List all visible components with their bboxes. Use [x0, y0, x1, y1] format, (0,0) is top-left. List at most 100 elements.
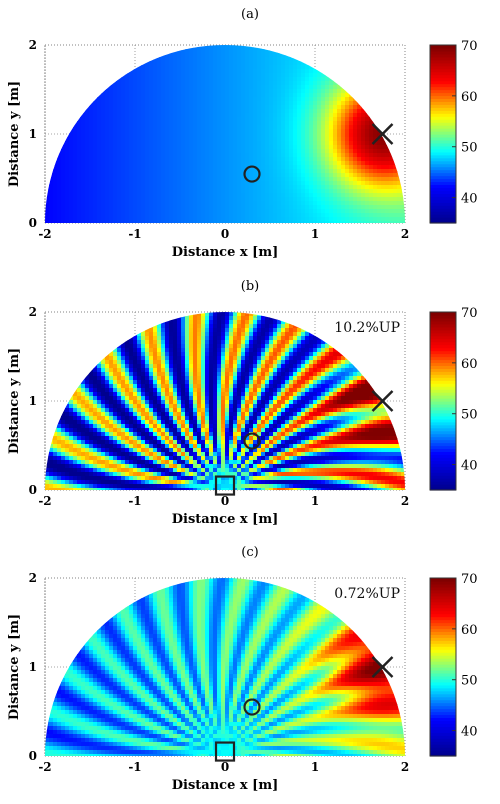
heatmap-cell [129, 197, 134, 202]
heatmap-cell [261, 89, 266, 94]
heatmap-cell [85, 169, 90, 174]
heatmap-cell [185, 181, 190, 186]
heatmap-cell [105, 125, 110, 130]
heatmap-cell [117, 93, 122, 98]
heatmap-cell [113, 364, 118, 369]
heatmap-cell [289, 77, 294, 82]
heatmap-cell [105, 109, 110, 114]
heatmap-cell [233, 61, 238, 66]
heatmap-cell [185, 137, 190, 142]
heatmap-cell [293, 117, 298, 122]
heatmap-cell [89, 444, 94, 449]
heatmap-cell [193, 113, 198, 118]
heatmap-cell [293, 153, 298, 158]
heatmap-cell [85, 388, 90, 393]
heatmap-cell [257, 161, 262, 166]
heatmap-cell [333, 129, 338, 134]
heatmap-cell [65, 420, 70, 425]
heatmap-cell [133, 121, 138, 126]
heatmap-cell [157, 141, 162, 146]
heatmap-cell [321, 109, 326, 114]
heatmap-cell [77, 149, 82, 154]
heatmap-cell [321, 117, 326, 122]
heatmap-cell [165, 105, 170, 110]
heatmap-cell [389, 205, 394, 210]
heatmap-cell [85, 400, 90, 405]
heatmap-cell [205, 93, 210, 98]
heatmap-cell [293, 133, 298, 138]
heatmap-cell [253, 125, 258, 130]
heatmap-cell [289, 181, 294, 186]
heatmap-cell [53, 181, 58, 186]
heatmap-cell [341, 165, 346, 170]
heatmap-cell [345, 193, 350, 198]
heatmap-cell [53, 221, 58, 226]
heatmap-cell [393, 181, 398, 186]
heatmap-cell [105, 428, 110, 433]
heatmap-cell [357, 161, 362, 166]
heatmap-cell [137, 185, 142, 190]
heatmap-cell [349, 145, 354, 150]
heatmap-cell [213, 117, 218, 122]
heatmap-cell [257, 61, 262, 66]
heatmap-cell [189, 121, 194, 126]
heatmap-cell [101, 448, 106, 453]
heatmap-cell [225, 189, 230, 194]
heatmap-cell [217, 201, 222, 206]
heatmap-cell [149, 161, 154, 166]
heatmap-cell [369, 129, 374, 134]
heatmap-cell [81, 484, 86, 489]
heatmap-cell [93, 185, 98, 190]
heatmap-cell [357, 189, 362, 194]
heatmap-cell [81, 213, 86, 218]
heatmap-cell [157, 205, 162, 210]
heatmap-cell [261, 113, 266, 118]
heatmap-cell [373, 177, 378, 182]
heatmap-cell [193, 197, 198, 202]
heatmap-cell [333, 193, 338, 198]
heatmap-cell [109, 448, 114, 453]
heatmap-cell [217, 145, 222, 150]
heatmap-cell [273, 133, 278, 138]
heatmap-cell [249, 65, 254, 70]
heatmap-cell [273, 201, 278, 206]
heatmap-cell [77, 436, 82, 441]
heatmap-cell [201, 93, 206, 98]
heatmap-cell [117, 424, 122, 429]
heatmap-cell [257, 97, 262, 102]
heatmap-cell [97, 201, 102, 206]
heatmap-cell [273, 113, 278, 118]
heatmap-cell [229, 189, 234, 194]
heatmap-cell [241, 49, 246, 54]
heatmap-cell [325, 81, 330, 86]
heatmap-cell [249, 73, 254, 78]
heatmap-cell [109, 101, 114, 106]
heatmap-cell [105, 384, 110, 389]
heatmap-cell [253, 197, 258, 202]
heatmap-cell [257, 193, 262, 198]
heatmap-cell [341, 161, 346, 166]
heatmap-cell [253, 145, 258, 150]
heatmap-cell [85, 432, 90, 437]
heatmap-cell [113, 193, 118, 198]
heatmap-cell [337, 189, 342, 194]
heatmap-cell [265, 189, 270, 194]
heatmap-cell [165, 141, 170, 146]
heatmap-cell [101, 416, 106, 421]
heatmap-cell [265, 157, 270, 162]
heatmap-cell [357, 213, 362, 218]
heatmap-cell [81, 145, 86, 150]
heatmap-cell [317, 177, 322, 182]
heatmap-cell [113, 352, 118, 357]
heatmap-cell [113, 113, 118, 118]
heatmap-cell [225, 153, 230, 158]
heatmap-cell [169, 81, 174, 86]
heatmap-cell [261, 105, 266, 110]
heatmap-cell [209, 161, 214, 166]
heatmap-cell [173, 177, 178, 182]
heatmap-cell [305, 181, 310, 186]
heatmap-cell [189, 49, 194, 54]
heatmap-cell [61, 456, 66, 461]
heatmap-cell [345, 213, 350, 218]
heatmap-cell [349, 213, 354, 218]
